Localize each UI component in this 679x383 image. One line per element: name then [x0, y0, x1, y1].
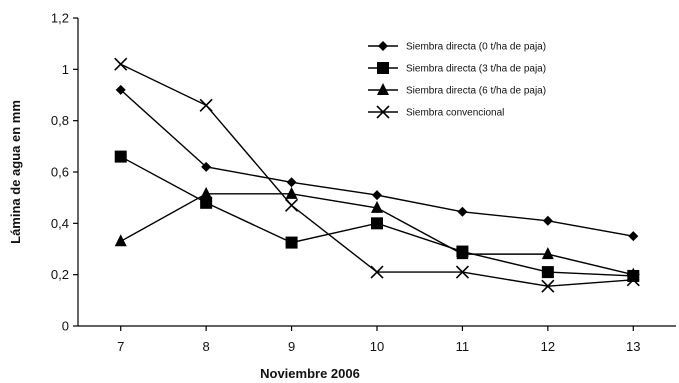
data-point: [541, 266, 554, 279]
legend-entry: Siembra directa (6 t/ha de paja): [368, 83, 546, 97]
y-ticks: 0 0,2 0,4 0,6 0,8 1 1,2: [51, 11, 78, 334]
y-axis-title: Lámina de agua en mm: [8, 100, 23, 244]
data-point: [628, 231, 639, 242]
data-point: [200, 186, 213, 199]
series-4: [114, 57, 640, 293]
legend: Siembra directa (0 t/ha de paja) Siembra …: [368, 41, 546, 119]
data-point: [286, 177, 297, 188]
data-point: [370, 265, 384, 279]
x-ticks: 7 8 9 10 11 12 13: [117, 326, 641, 354]
data-point: [285, 198, 299, 212]
data-point: [201, 161, 212, 172]
data-point: [115, 84, 126, 95]
legend-label: Siembra directa (3 t/ha de paja): [406, 64, 546, 75]
data-point: [372, 190, 382, 201]
series-line: [120, 155, 634, 277]
data-point: [114, 150, 127, 163]
x-tick-label: 11: [456, 339, 470, 354]
data-point: [626, 273, 640, 287]
y-tick-label: 0,4: [51, 216, 69, 231]
data-point: [457, 206, 468, 217]
data-point: [455, 265, 469, 279]
y-tick-label: 0,2: [51, 267, 69, 282]
x-tick-label: 10: [370, 339, 384, 354]
y-tick-label: 0,6: [51, 165, 69, 180]
legend-label: Siembra convencional: [406, 108, 504, 119]
legend-entry: Siembra directa (0 t/ha de paja): [368, 41, 546, 53]
data-point: [371, 217, 383, 230]
legend-label: Siembra directa (6 t/ha de paja): [406, 86, 546, 97]
x-tick-label: 7: [117, 339, 124, 354]
x-tick-label: 13: [626, 339, 640, 354]
legend-entry: Siembra directa (3 t/ha de paja): [368, 62, 546, 75]
data-point: [541, 247, 554, 260]
legend-label: Siembra directa (0 t/ha de paja): [406, 42, 546, 53]
y-tick-label: 1: [62, 62, 69, 77]
y-tick-label: 0,8: [51, 113, 69, 128]
data-point: [456, 247, 469, 260]
data-point: [542, 215, 553, 226]
series-2: [114, 150, 640, 282]
data-point: [200, 196, 213, 209]
data-point: [371, 200, 383, 213]
data-point: [285, 186, 298, 199]
legend-marker: [377, 62, 389, 74]
data-point: [114, 234, 127, 247]
y-tick-label: 1,2: [51, 11, 69, 26]
legend-marker: [377, 83, 389, 95]
legend-entry: Siembra convencional: [368, 105, 504, 119]
data-point: [541, 279, 555, 293]
x-axis-title: Noviembre 2006: [260, 366, 360, 381]
x-tick-label: 8: [203, 339, 210, 354]
series-line: [120, 63, 634, 287]
series-3: [114, 186, 640, 280]
data-point: [199, 98, 213, 112]
x-tick-label: 9: [288, 339, 295, 354]
series-layer: [114, 57, 640, 293]
series-1: [115, 84, 639, 242]
legend-marker: [378, 41, 388, 51]
x-tick-label: 12: [541, 339, 555, 354]
legend-marker: [376, 105, 390, 119]
y-tick-label: 0: [62, 319, 69, 334]
data-point: [114, 57, 128, 71]
data-point: [285, 236, 298, 249]
